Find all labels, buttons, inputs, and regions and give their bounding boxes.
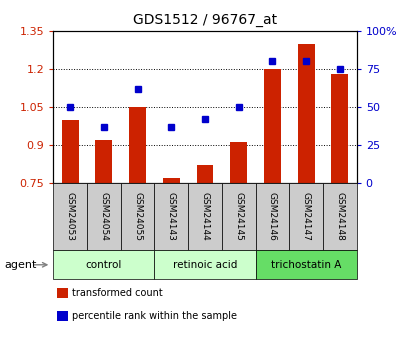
Text: GSM24146: GSM24146 — [267, 192, 276, 241]
Text: GSM24145: GSM24145 — [234, 192, 243, 241]
Bar — [129, 107, 146, 183]
Text: GSM24148: GSM24148 — [335, 192, 344, 241]
Text: control: control — [85, 260, 122, 270]
Bar — [162, 178, 179, 183]
Title: GDS1512 / 96767_at: GDS1512 / 96767_at — [133, 13, 276, 27]
Text: percentile rank within the sample: percentile rank within the sample — [72, 311, 236, 321]
Text: transformed count: transformed count — [72, 288, 162, 298]
Bar — [230, 142, 247, 183]
Bar — [330, 74, 347, 183]
Text: GSM24143: GSM24143 — [166, 192, 175, 241]
Bar — [95, 140, 112, 183]
Bar — [263, 69, 280, 183]
Text: trichostatin A: trichostatin A — [270, 260, 340, 270]
Text: GSM24054: GSM24054 — [99, 192, 108, 241]
Text: agent: agent — [4, 260, 36, 270]
Text: GSM24144: GSM24144 — [200, 192, 209, 241]
Bar — [196, 165, 213, 183]
Text: retinoic acid: retinoic acid — [172, 260, 237, 270]
Text: GSM24055: GSM24055 — [133, 192, 142, 241]
Bar — [297, 44, 314, 183]
Bar — [62, 120, 79, 183]
Text: GSM24147: GSM24147 — [301, 192, 310, 241]
Text: GSM24053: GSM24053 — [65, 192, 74, 241]
